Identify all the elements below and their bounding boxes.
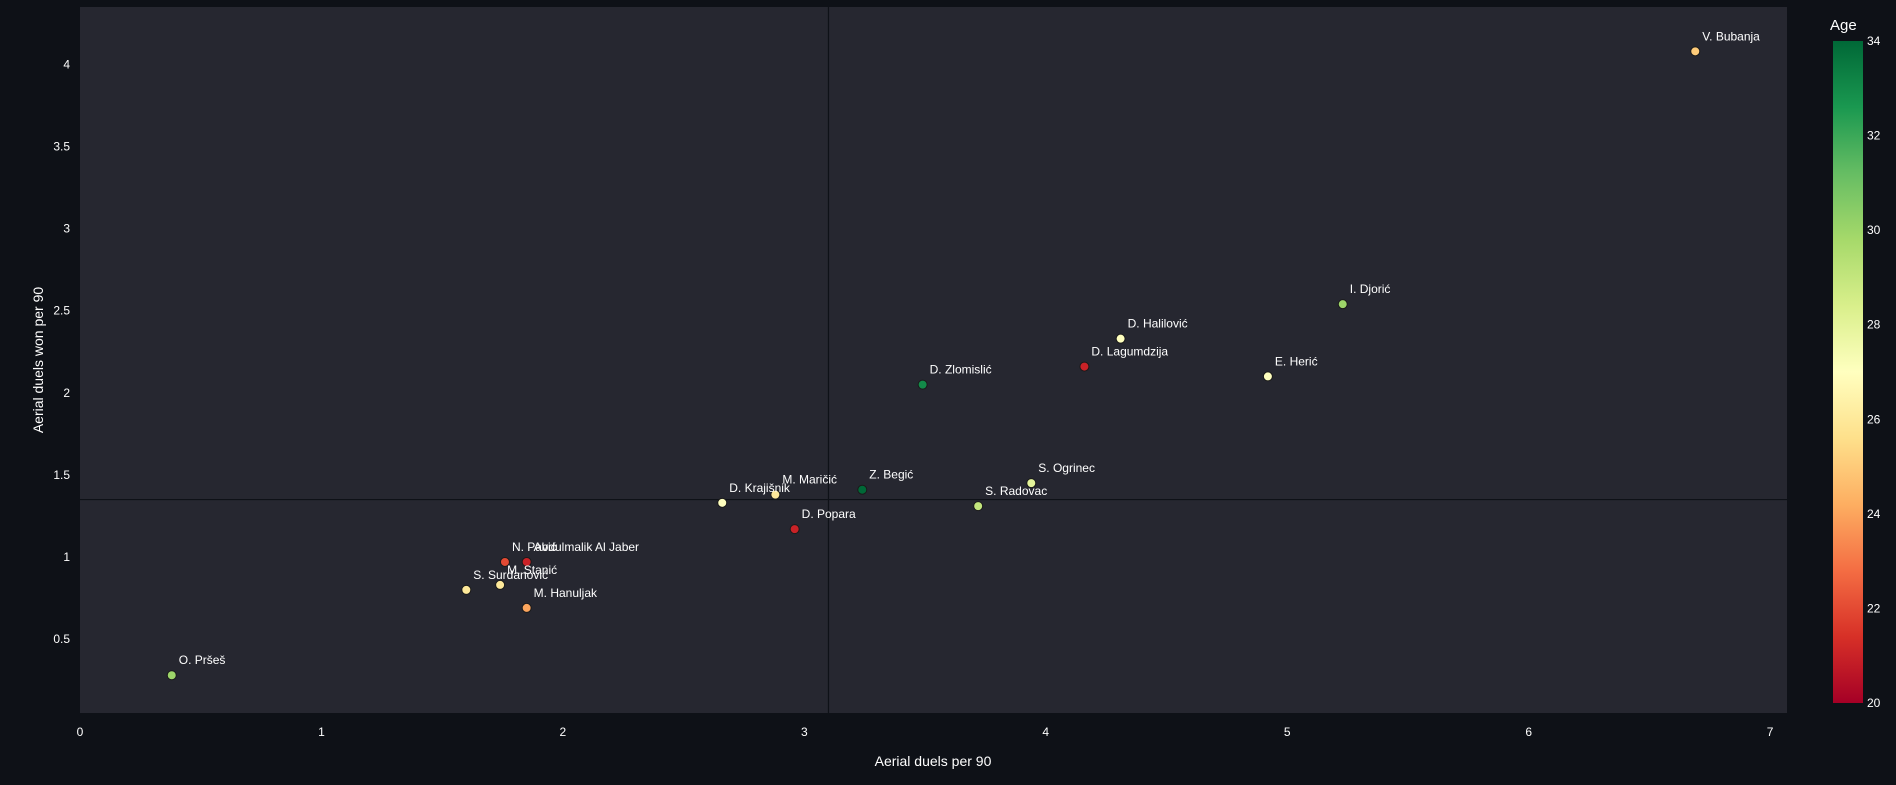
colorbar-tick-label: 34 — [1867, 34, 1881, 48]
y-tick-label: 4 — [63, 57, 70, 71]
x-tick-label: 0 — [77, 725, 84, 739]
x-tick-label: 7 — [1767, 725, 1774, 739]
data-label: M. Stanić — [507, 563, 557, 577]
y-tick-label: 1 — [63, 550, 70, 564]
data-point — [973, 501, 984, 512]
colorbar-tick-label: 24 — [1867, 507, 1881, 521]
y-tick-label: 0.5 — [53, 632, 70, 646]
data-point — [499, 556, 510, 567]
y-tick-label: 3 — [63, 222, 70, 236]
data-label: O. Pršeš — [179, 653, 226, 667]
colorbar-tick-label: 22 — [1867, 601, 1881, 615]
plot-background — [80, 7, 1787, 713]
data-label: D. Popara — [802, 507, 856, 521]
data-label: N. Pavić — [512, 540, 557, 554]
data-label: M. Maričić — [782, 473, 837, 487]
data-point — [789, 524, 800, 535]
data-point — [717, 497, 728, 508]
data-label: D. Zlomislić — [930, 363, 992, 377]
data-point — [1337, 299, 1348, 310]
data-label: D. Lagumdzija — [1091, 345, 1168, 359]
colorbar-tick-label: 28 — [1867, 318, 1881, 332]
data-point — [461, 584, 472, 595]
data-label: M. Hanuljak — [534, 586, 598, 600]
data-point — [1690, 46, 1701, 57]
data-label: I. Djorić — [1350, 282, 1391, 296]
x-tick-label: 1 — [318, 725, 325, 739]
data-label: D. Halilović — [1128, 317, 1188, 331]
x-tick-label: 5 — [1284, 725, 1291, 739]
x-tick-label: 4 — [1042, 725, 1049, 739]
data-points — [166, 46, 1701, 681]
reference-lines — [80, 7, 1787, 713]
data-label: Abdulmalik Al Jaber — [534, 540, 639, 554]
y-axis-label: Aerial duels won per 90 — [30, 287, 46, 434]
y-tick-label: 3.5 — [53, 140, 70, 154]
colorbar-tick-label: 20 — [1867, 696, 1881, 710]
colorbar-tick-label: 26 — [1867, 412, 1881, 426]
data-point — [521, 556, 532, 567]
data-label: Z. Begić — [869, 468, 913, 482]
y-tick-label: 2 — [63, 386, 70, 400]
colorbar-ticks: 20 22 24 26 28 30 32 34 — [1867, 34, 1881, 710]
data-labels: V. Bubanja I. Djorić D. Halilović D. Lagumd… — [179, 29, 1760, 667]
x-tick-label: 3 — [801, 725, 808, 739]
y-tick-label: 2.5 — [53, 304, 70, 318]
data-point — [917, 379, 928, 390]
data-point — [1115, 333, 1126, 344]
data-point — [857, 484, 868, 495]
data-label: D. Krajišnik — [729, 481, 791, 495]
x-axis-ticks: 0 1 2 3 4 5 6 7 — [77, 725, 1774, 739]
colorbar-tick-label: 32 — [1867, 129, 1881, 143]
data-label: E. Herić — [1275, 354, 1318, 368]
data-point — [1262, 371, 1273, 382]
y-tick-label: 1.5 — [53, 468, 70, 482]
colorbar-title: Age — [1830, 17, 1857, 34]
x-tick-label: 2 — [560, 725, 567, 739]
x-tick-label: 6 — [1525, 725, 1532, 739]
data-label: S. Ogrinec — [1038, 461, 1095, 475]
data-point — [1026, 478, 1037, 489]
data-point — [495, 579, 506, 590]
data-label: S. Surdanović — [473, 568, 548, 582]
data-point — [1079, 361, 1090, 372]
data-label: V. Bubanja — [1702, 29, 1760, 43]
data-point — [770, 489, 781, 500]
data-point — [521, 602, 532, 613]
colorbar — [1833, 41, 1863, 703]
colorbar-tick-label: 30 — [1867, 223, 1881, 237]
data-point — [166, 670, 177, 681]
y-axis-ticks: 0.5 1 1.5 2 2.5 3 3.5 4 — [53, 57, 70, 646]
data-label: S. Radovac — [985, 484, 1047, 498]
x-axis-label: Aerial duels per 90 — [875, 753, 992, 769]
